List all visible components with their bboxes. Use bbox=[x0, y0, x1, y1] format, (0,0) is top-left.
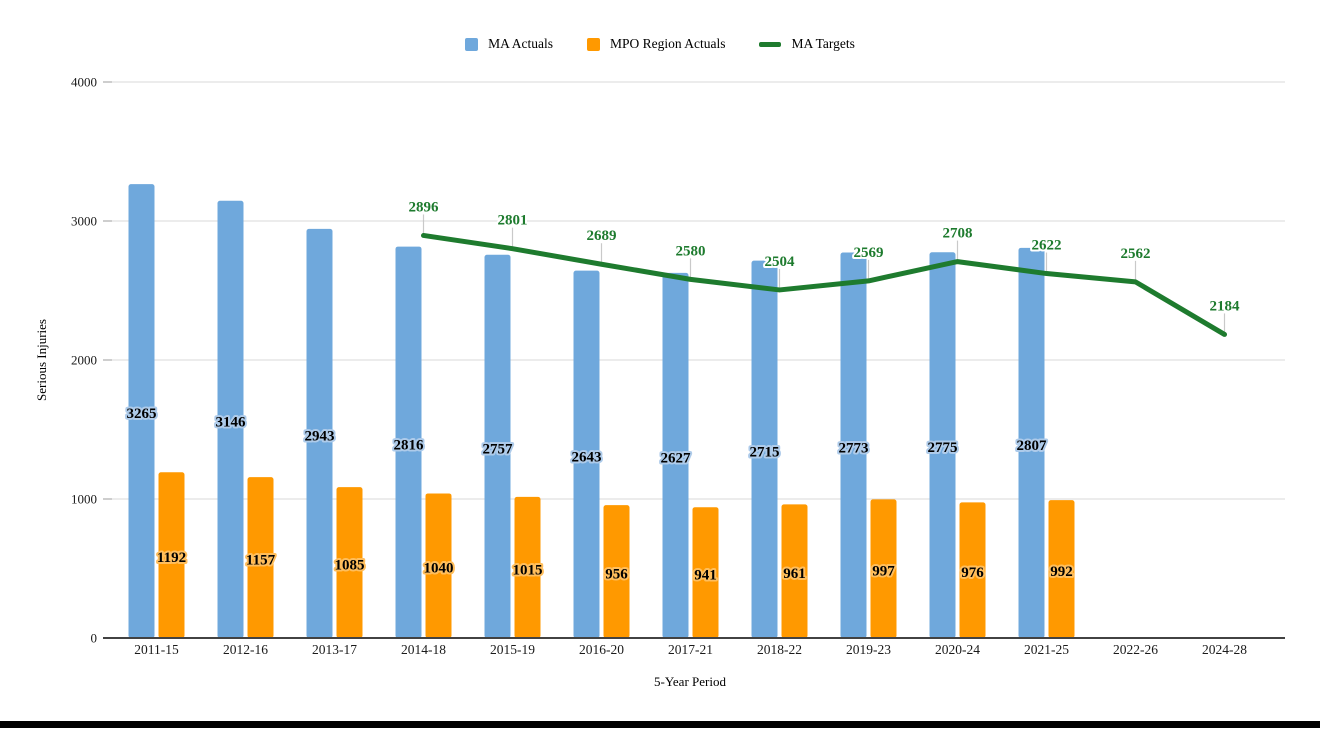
legend-item-mpo-region-actuals: MPO Region Actuals bbox=[586, 36, 726, 52]
x-axis-title: 5-Year Period bbox=[654, 674, 726, 689]
y-tick-label: 4000 bbox=[71, 75, 97, 90]
bar-value-label: 992 bbox=[1050, 564, 1073, 580]
bar-value-label: 1040 bbox=[424, 561, 454, 577]
bar-value-label: 961 bbox=[783, 566, 806, 582]
bar-value-label: 2807 bbox=[1017, 438, 1048, 454]
x-tick-label: 2020-24 bbox=[935, 642, 980, 657]
line-value-label: 2569 bbox=[854, 245, 884, 261]
bar-mpo-region-actuals bbox=[158, 472, 185, 638]
bar-mpo-region-actuals bbox=[870, 499, 897, 638]
bar-mpo-region-actuals bbox=[603, 505, 630, 638]
bar-value-label: 1015 bbox=[513, 562, 543, 578]
legend-label-ma-targets: MA Targets bbox=[791, 36, 855, 51]
bar-ma-actuals bbox=[662, 272, 689, 638]
x-tick-label: 2024-28 bbox=[1202, 642, 1247, 657]
bar-value-label: 3265 bbox=[127, 406, 157, 422]
bar-ma-actuals bbox=[573, 270, 600, 638]
line-value-label: 2562 bbox=[1121, 246, 1151, 262]
bar-ma-actuals bbox=[840, 252, 867, 639]
bar-value-label: 1157 bbox=[246, 553, 276, 569]
bar-value-label: 956 bbox=[605, 567, 628, 583]
x-tick-label: 2015-19 bbox=[490, 642, 535, 657]
legend-label-mpo-region-actuals: MPO Region Actuals bbox=[609, 36, 726, 51]
bar-value-label: 2773 bbox=[839, 440, 869, 456]
bar-mpo-region-actuals bbox=[692, 507, 719, 638]
x-tick-label: 2018-22 bbox=[757, 642, 802, 657]
bar-mpo-region-actuals bbox=[336, 487, 363, 638]
bar-ma-actuals bbox=[484, 254, 511, 639]
x-tick-label: 2011-15 bbox=[134, 642, 179, 657]
bar-value-label: 2715 bbox=[750, 444, 780, 460]
bar-mpo-region-actuals bbox=[247, 477, 274, 638]
bar-value-label: 976 bbox=[961, 565, 984, 581]
x-tick-label: 2021-25 bbox=[1024, 642, 1069, 657]
x-tick-label: 2016-20 bbox=[579, 642, 624, 657]
ma-targets-swatch-icon bbox=[759, 41, 782, 47]
y-axis-title: Serious Injuries bbox=[34, 319, 49, 401]
x-tick-label: 2019-23 bbox=[846, 642, 891, 657]
line-value-label: 2504 bbox=[765, 254, 796, 270]
line-value-label: 2622 bbox=[1032, 238, 1062, 254]
bar-mpo-region-actuals bbox=[514, 496, 541, 638]
line-value-label: 2896 bbox=[409, 199, 440, 215]
y-tick-label: 2000 bbox=[71, 353, 97, 368]
bar-mpo-region-actuals bbox=[1048, 500, 1075, 638]
x-tick-label: 2014-18 bbox=[401, 642, 446, 657]
bar-ma-actuals bbox=[1018, 247, 1045, 638]
bar-value-label: 2643 bbox=[572, 449, 602, 465]
legend-item-ma-actuals: MA Actuals bbox=[465, 36, 553, 52]
x-tick-label: 2022-26 bbox=[1113, 642, 1158, 657]
bar-mpo-region-actuals bbox=[959, 502, 986, 638]
ma-actuals-swatch-icon bbox=[465, 37, 479, 51]
bar-value-label: 941 bbox=[694, 568, 717, 584]
bar-mpo-region-actuals bbox=[425, 493, 452, 638]
bar-ma-actuals bbox=[128, 184, 155, 639]
legend-item-ma-targets: MA Targets bbox=[759, 36, 855, 52]
bar-value-label: 2816 bbox=[394, 437, 425, 453]
bar-value-label: 997 bbox=[872, 564, 895, 580]
line-value-label: 2580 bbox=[676, 243, 706, 259]
chart-legend: MA Actuals MPO Region Actuals MA Targets bbox=[0, 36, 1320, 52]
bar-ma-actuals bbox=[751, 260, 778, 638]
line-value-label: 2708 bbox=[943, 226, 973, 242]
x-tick-label: 2017-21 bbox=[668, 642, 713, 657]
mpo-region-actuals-swatch-icon bbox=[586, 37, 600, 51]
y-tick-label: 1000 bbox=[71, 492, 97, 507]
line-ma-targets bbox=[421, 232, 1227, 337]
chart-plot-area: 0 1000 2000 3000 4000 3265 3146 2943 2816 2757 264… bbox=[71, 75, 1285, 657]
bar-value-label: 3146 bbox=[216, 414, 247, 430]
line-value-label: 2801 bbox=[498, 213, 528, 229]
bar-value-label: 1085 bbox=[335, 558, 365, 574]
bar-value-label: 1192 bbox=[157, 550, 186, 566]
line-value-label: 2184 bbox=[1210, 298, 1241, 314]
bar-ma-actuals bbox=[306, 228, 333, 638]
bar-value-label: 2757 bbox=[483, 441, 514, 457]
line-value-label: 2689 bbox=[587, 228, 617, 244]
bar-value-label: 2627 bbox=[661, 450, 692, 466]
legend-label-ma-actuals: MA Actuals bbox=[488, 36, 553, 51]
x-tick-label: 2013-17 bbox=[312, 642, 357, 657]
y-tick-label: 3000 bbox=[71, 214, 97, 229]
x-tick-label: 2012-16 bbox=[223, 642, 268, 657]
bar-ma-actuals bbox=[929, 252, 956, 638]
bar-value-label: 2943 bbox=[305, 428, 335, 444]
page-bottom-rule bbox=[0, 721, 1320, 728]
bar-ma-actuals bbox=[217, 200, 244, 638]
bar-ma-actuals bbox=[395, 246, 422, 639]
bar-value-label: 2775 bbox=[928, 440, 958, 456]
bar-mpo-region-actuals bbox=[781, 504, 808, 638]
y-tick-label: 0 bbox=[91, 631, 98, 646]
